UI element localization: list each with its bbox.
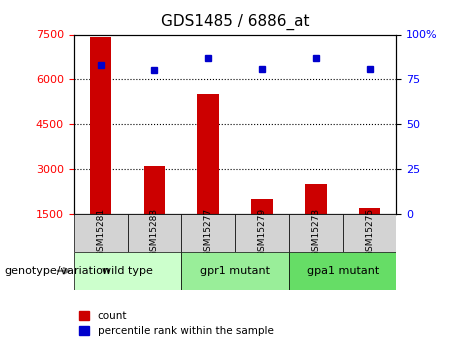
Text: gpa1 mutant: gpa1 mutant: [307, 266, 379, 276]
FancyBboxPatch shape: [343, 214, 396, 252]
Text: gpr1 mutant: gpr1 mutant: [200, 266, 270, 276]
Text: genotype/variation: genotype/variation: [5, 266, 111, 276]
FancyBboxPatch shape: [289, 214, 343, 252]
Bar: [305, 184, 326, 259]
FancyBboxPatch shape: [74, 252, 181, 290]
Bar: [197, 94, 219, 259]
Text: GSM15281: GSM15281: [96, 208, 105, 257]
Text: GSM15277: GSM15277: [204, 208, 213, 257]
FancyBboxPatch shape: [181, 214, 235, 252]
Text: GSM15273: GSM15273: [311, 208, 320, 257]
Title: GDS1485 / 6886_at: GDS1485 / 6886_at: [161, 14, 309, 30]
Bar: [90, 38, 112, 259]
Text: GSM15275: GSM15275: [365, 208, 374, 257]
FancyBboxPatch shape: [235, 214, 289, 252]
Bar: [251, 199, 273, 259]
Text: wild type: wild type: [102, 266, 153, 276]
Legend: count, percentile rank within the sample: count, percentile rank within the sample: [79, 311, 273, 336]
Text: GSM15279: GSM15279: [258, 208, 266, 257]
FancyBboxPatch shape: [289, 252, 396, 290]
Bar: [359, 208, 380, 259]
Text: GSM15283: GSM15283: [150, 208, 159, 257]
FancyBboxPatch shape: [181, 252, 289, 290]
Bar: [144, 166, 165, 259]
FancyBboxPatch shape: [128, 214, 181, 252]
FancyBboxPatch shape: [74, 214, 128, 252]
